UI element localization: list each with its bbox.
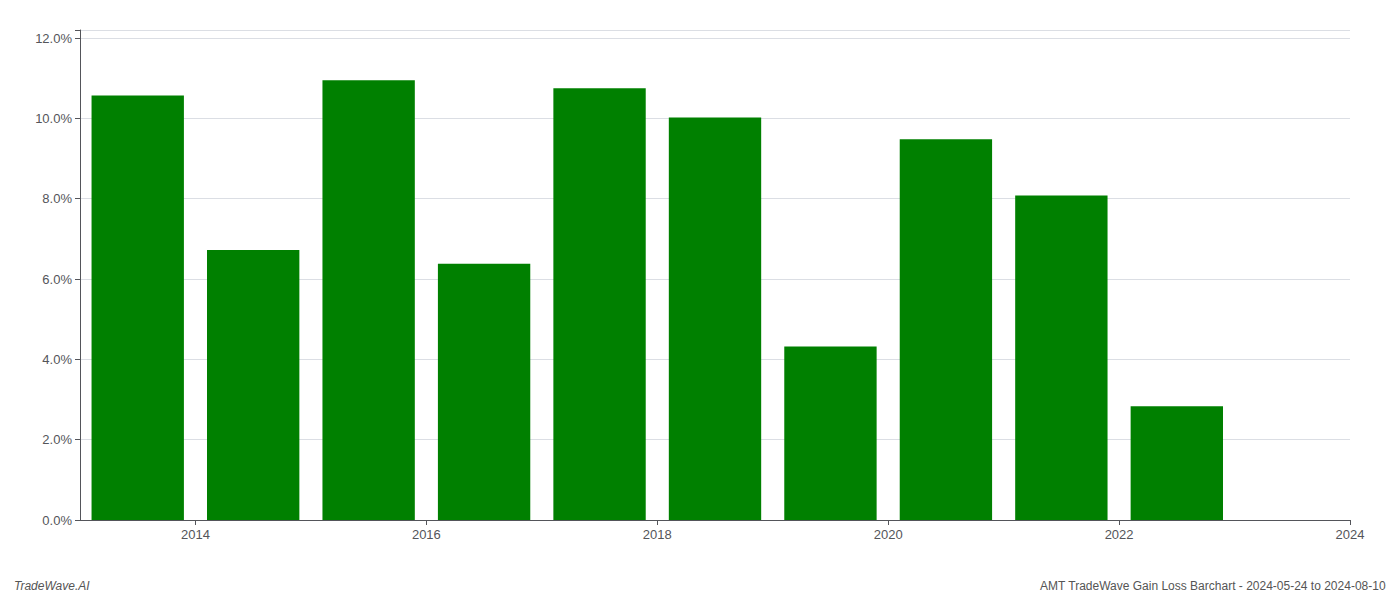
svg-text:2024: 2024	[1336, 527, 1365, 542]
svg-text:10.0%: 10.0%	[35, 111, 72, 126]
svg-text:2016: 2016	[412, 527, 441, 542]
svg-text:4.0%: 4.0%	[42, 352, 72, 367]
svg-text:6.0%: 6.0%	[42, 272, 72, 287]
svg-text:2018: 2018	[643, 527, 672, 542]
svg-text:12.0%: 12.0%	[35, 31, 72, 46]
svg-text:2020: 2020	[874, 527, 903, 542]
svg-text:2.0%: 2.0%	[42, 432, 72, 447]
svg-text:AMT TradeWave Gain Loss Barcha: AMT TradeWave Gain Loss Barchart - 2024-…	[1040, 579, 1386, 593]
svg-text:8.0%: 8.0%	[42, 191, 72, 206]
svg-text:0.0%: 0.0%	[42, 513, 72, 528]
svg-text:TradeWave.AI: TradeWave.AI	[14, 579, 90, 593]
svg-text:2022: 2022	[1105, 527, 1134, 542]
svg-text:2014: 2014	[181, 527, 210, 542]
